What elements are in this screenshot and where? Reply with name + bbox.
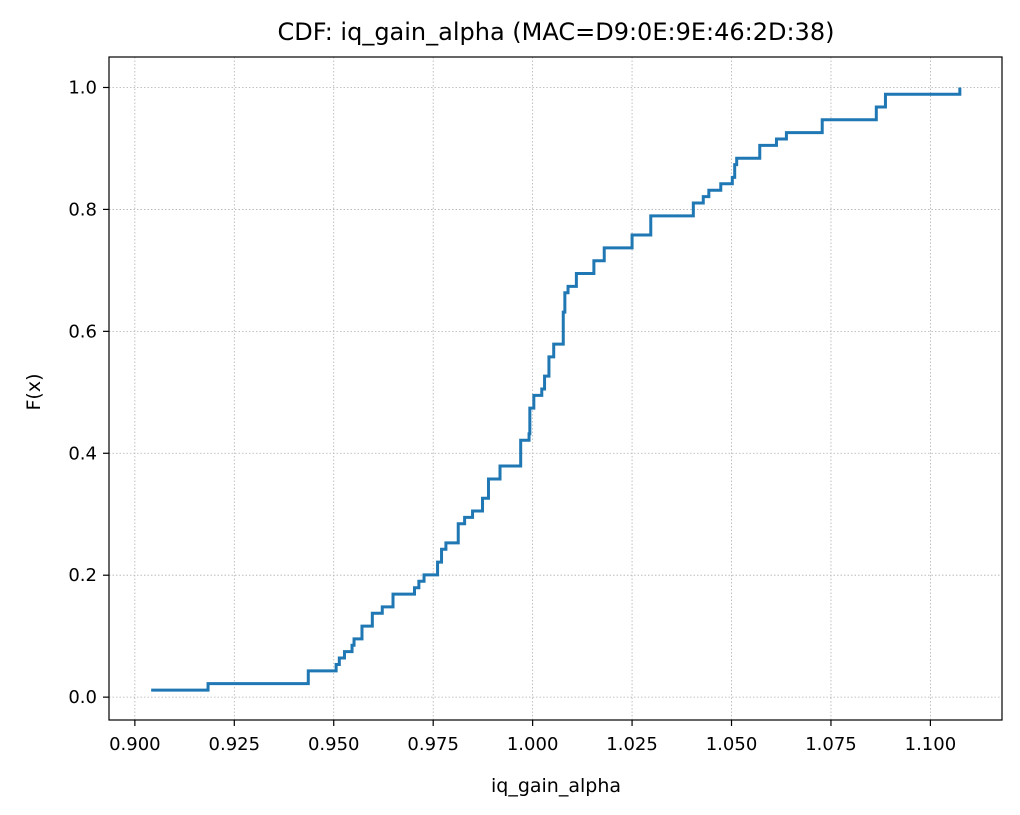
x-axis-label: iq_gain_alpha [491, 775, 621, 797]
ticks: 0.900 0.925 0.950 0.975 1.000 1.025 1.050 1.075… [68, 77, 956, 755]
axes-frame [108, 56, 1003, 721]
chart-title: CDF: iq_gain_alpha (MAC=D9:0E:9E:46:2D:3… [278, 18, 835, 46]
y-tick-label: 0.4 [68, 443, 97, 464]
x-tick-label: 1.000 [507, 734, 559, 755]
x-tick-label: 1.075 [805, 734, 857, 755]
x-tick-label: 1.100 [905, 734, 957, 755]
y-tick-label: 0.2 [68, 565, 97, 586]
x-tick-label: 0.925 [209, 734, 261, 755]
cdf-step-line [151, 87, 962, 692]
x-tick-label: 0.950 [308, 734, 360, 755]
x-tick-label: 1.025 [606, 734, 658, 755]
y-axis-label: F(x) [23, 374, 45, 411]
y-tick-label: 0.6 [68, 321, 97, 342]
x-tick-label: 0.900 [109, 734, 161, 755]
y-tick-label: 0.0 [68, 687, 97, 708]
plot-area [151, 87, 962, 692]
x-tick-label: 0.975 [407, 734, 459, 755]
x-tick-label: 1.050 [706, 734, 758, 755]
y-tick-label: 0.8 [68, 199, 97, 220]
y-tick-label: 1.0 [68, 77, 97, 98]
